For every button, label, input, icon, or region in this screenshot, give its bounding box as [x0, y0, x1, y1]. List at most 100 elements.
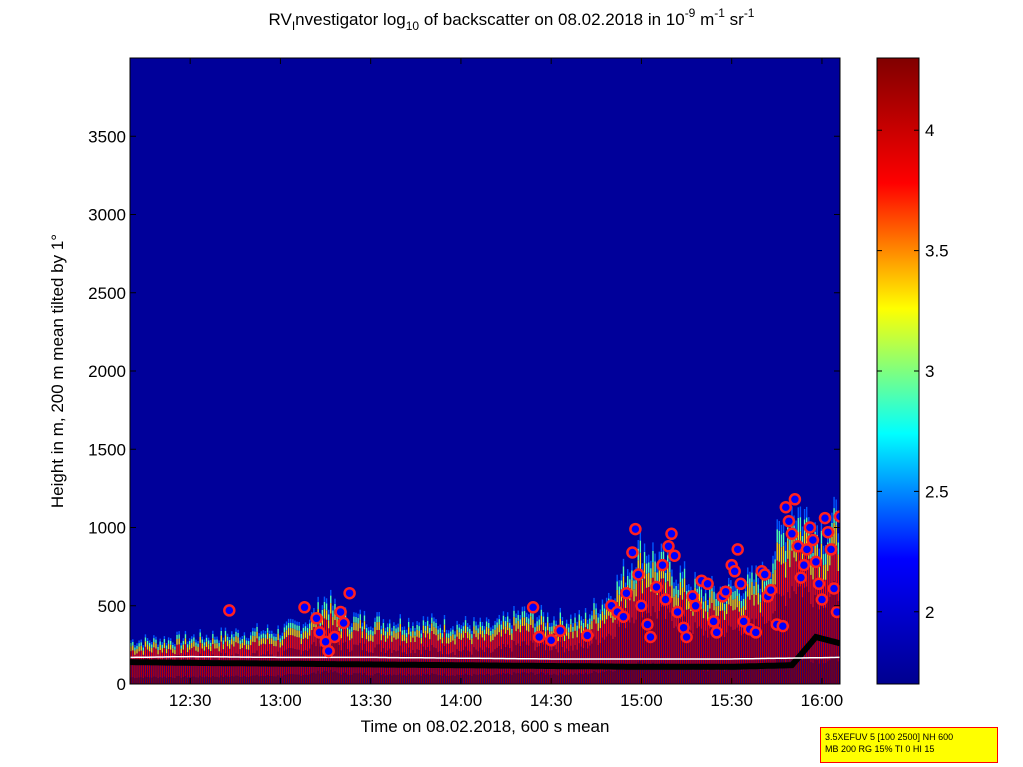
heatmap-cell [574, 630, 576, 646]
heatmap-cell [233, 676, 235, 684]
heatmap-cell [778, 561, 781, 595]
heatmap-cell [180, 645, 182, 649]
heatmap-cell [633, 589, 635, 602]
heatmap-cell [220, 627, 222, 631]
heatmap-cell [266, 628, 269, 633]
heatmap-cell [220, 675, 222, 684]
heatmap-cell [774, 611, 776, 665]
heatmap-cell [595, 608, 597, 615]
heatmap-cell [692, 670, 694, 684]
heatmap-cell [549, 623, 551, 627]
heatmap-cell [799, 586, 802, 658]
heatmap-cell [285, 621, 288, 626]
heatmap-cell [494, 636, 496, 650]
heatmap-cell [281, 635, 284, 640]
heatmap-cell [776, 659, 778, 684]
heatmap-cell [500, 624, 503, 630]
heatmap-cell [658, 551, 660, 560]
heatmap-cell [422, 620, 425, 626]
heatmap-cell [709, 628, 711, 669]
heatmap-cell [294, 674, 296, 684]
heatmap-cell [153, 676, 155, 684]
heatmap-cell [549, 650, 551, 675]
heatmap-cell [306, 624, 309, 628]
mixed-layer-line [130, 655, 840, 660]
heatmap-cell [170, 641, 172, 645]
heatmap-cell [422, 633, 425, 647]
heatmap-cell [530, 640, 532, 673]
heatmap-cell [384, 635, 387, 642]
heatmap-cell [677, 583, 679, 590]
y-tick-label: 500 [98, 597, 126, 616]
cloud-marker [815, 593, 829, 606]
heatmap-cell [810, 574, 812, 605]
heatmap-cell [793, 591, 795, 659]
heatmap-cell [742, 605, 745, 616]
heatmap-cell [747, 619, 749, 667]
heatmap-cell [582, 648, 585, 675]
heatmap-cell [542, 622, 545, 631]
heatmap-cell [662, 606, 665, 663]
heatmap-cell [271, 644, 273, 655]
heatmap-cell [494, 649, 496, 675]
colorbar-tick-label: 3 [925, 362, 934, 381]
heatmap-cell [363, 615, 366, 622]
heatmap-cell [317, 602, 319, 610]
heatmap-cell [220, 641, 222, 653]
cloud-marker [665, 527, 678, 541]
heatmap-cell [247, 658, 250, 678]
heatmap-cell [353, 616, 355, 623]
heatmap-cell [597, 613, 599, 618]
heatmap-cell [557, 675, 559, 684]
heatmap-cell [694, 667, 696, 684]
heatmap-cell [435, 635, 437, 649]
heatmap-cell [683, 665, 686, 684]
heatmap-cell [643, 662, 646, 684]
heatmap-cell [407, 617, 410, 622]
heatmap-cell [184, 630, 187, 635]
heatmap-cell [445, 629, 448, 634]
heatmap-cell [448, 633, 450, 638]
heatmap-cell [504, 673, 507, 684]
heatmap-cell [525, 673, 528, 684]
heatmap-cell [315, 646, 317, 674]
heatmap-cell [610, 617, 612, 636]
x-tick-label: 15:00 [620, 691, 663, 710]
heatmap-cell [144, 676, 147, 684]
cloud-marker [818, 511, 832, 525]
heatmap-cell [412, 625, 414, 631]
heatmap-cell [814, 544, 816, 563]
heatmap-cell [157, 646, 159, 651]
heatmap-cell [241, 648, 244, 658]
heatmap-cell [660, 606, 663, 663]
heatmap-cell [707, 611, 709, 621]
heatmap-cell [266, 675, 269, 684]
heatmap-cell [151, 660, 153, 678]
heatmap-cell [159, 641, 161, 646]
heatmap-cell [723, 637, 726, 672]
heatmap-cell [386, 623, 389, 628]
heatmap-cell [393, 637, 395, 651]
heatmap-cell [292, 619, 294, 624]
heatmap-cell [386, 674, 389, 684]
heatmap-cell [536, 626, 538, 634]
heatmap-cell [395, 639, 397, 652]
heatmap-cell [237, 675, 239, 684]
heatmap-cell [403, 629, 406, 635]
heatmap-cell [820, 520, 823, 531]
heatmap-cell [441, 633, 444, 638]
heatmap-cell [148, 651, 151, 661]
heatmap-cell [330, 589, 332, 596]
heatmap-cell [576, 674, 578, 684]
heatmap-cell [492, 633, 494, 641]
heatmap-cell [389, 674, 391, 684]
info-line-2: MB 200 RG 15% TI 0 HI 15 [825, 744, 935, 754]
heatmap-cell [631, 593, 633, 618]
heatmap-cell [578, 614, 580, 621]
heatmap-cell [148, 660, 151, 678]
heatmap-cell [199, 636, 201, 643]
heatmap-cell [694, 578, 696, 588]
heatmap-cell [231, 634, 233, 639]
y-tick-label: 0 [117, 675, 126, 694]
heatmap-cell [479, 674, 481, 684]
